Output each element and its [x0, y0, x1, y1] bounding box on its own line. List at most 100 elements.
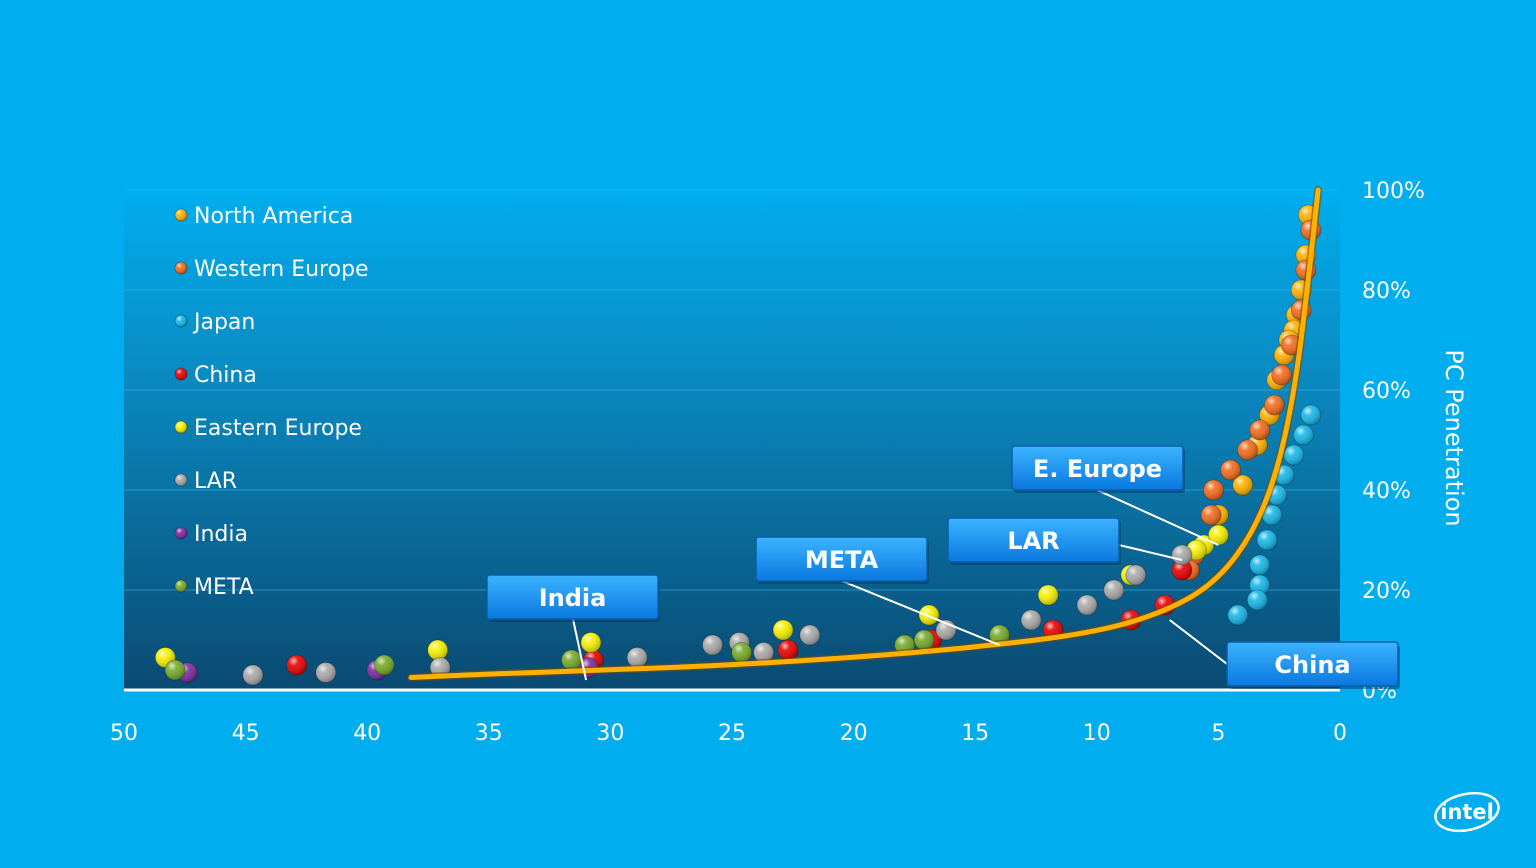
callout-label: META	[805, 546, 879, 574]
legend-label: India	[194, 522, 248, 547]
point-eastern-europe	[1207, 524, 1229, 546]
legend-label: North America	[194, 204, 353, 229]
callout-box	[1011, 445, 1184, 491]
point-japan	[1249, 574, 1271, 596]
point-japan	[1227, 604, 1249, 626]
point-lar	[702, 634, 724, 656]
legend-item-lar: LAR	[174, 469, 237, 494]
point-western-europe	[1200, 504, 1222, 526]
legend-label: China	[194, 363, 257, 388]
point-western-europe	[1263, 394, 1285, 416]
point-eastern-europe	[580, 632, 602, 653]
point-lar	[1125, 564, 1147, 586]
x-tick-label: 50	[110, 721, 138, 746]
legend-label: Eastern Europe	[194, 416, 362, 441]
callout-leader	[841, 580, 1000, 646]
point-china	[286, 654, 308, 676]
legend-item-meta: META	[174, 575, 254, 600]
y-tick-label: 20%	[1362, 579, 1411, 604]
point-western-europe	[1237, 439, 1259, 461]
callout-meta: META	[755, 536, 1000, 646]
point-lar	[1103, 579, 1125, 601]
intel-logo-text: intel	[1440, 800, 1494, 824]
x-tick-label: 45	[232, 721, 260, 746]
legend-label: Western Europe	[194, 257, 369, 282]
legend-label: Japan	[192, 310, 255, 335]
y-tick-label: 100%	[1362, 179, 1425, 204]
callout-leader	[1118, 544, 1183, 561]
intel-logo: intel	[1434, 791, 1500, 833]
point-china	[1171, 559, 1193, 581]
legend: North America Western Europe Japan China Eas…	[174, 204, 369, 600]
legend-label: LAR	[194, 469, 237, 494]
callout-label: LAR	[1007, 527, 1059, 555]
callout-box	[947, 517, 1120, 563]
callout-box	[755, 536, 928, 582]
x-tick-label: 10	[1083, 721, 1111, 746]
point-japan	[1293, 424, 1315, 446]
x-tick-label: 35	[475, 721, 503, 746]
callout-label: India	[539, 584, 607, 612]
point-japan	[1256, 529, 1278, 551]
point-lar	[242, 664, 264, 686]
x-tick-label: 5	[1211, 721, 1225, 746]
legend-item-china: China	[174, 363, 257, 388]
point-eastern-europe	[1037, 584, 1059, 606]
point-eastern-europe	[918, 604, 940, 626]
y-tick-label: 60%	[1362, 379, 1411, 404]
legend-item-india: India	[174, 522, 248, 547]
point-lar	[1020, 609, 1042, 631]
point-meta	[373, 654, 395, 676]
y-tick-label: 40%	[1362, 479, 1411, 504]
point-japan	[1283, 444, 1305, 466]
legend-item-north-america: North America	[174, 204, 353, 229]
callouts: India META LAR E. Europe China	[486, 445, 1400, 689]
x-tick-label: 0	[1333, 721, 1347, 746]
callout-e-europe: E. Europe	[1011, 445, 1219, 546]
x-tick-label: 30	[596, 721, 624, 746]
callout-lar: LAR	[947, 517, 1183, 565]
point-meta	[913, 629, 935, 651]
callout-china: China	[1169, 619, 1400, 689]
point-western-europe	[1249, 419, 1271, 441]
x-tick-label: 40	[353, 721, 381, 746]
callout-leader	[1096, 489, 1219, 546]
x-tick-label: 15	[961, 721, 989, 746]
legend-item-japan: Japan	[174, 310, 255, 335]
callout-label: E. Europe	[1033, 455, 1162, 483]
callout-leader	[1169, 619, 1228, 665]
point-north-america	[1232, 474, 1254, 496]
point-eastern-europe	[772, 619, 794, 641]
point-western-europe	[1220, 459, 1242, 481]
point-western-europe	[1271, 364, 1293, 386]
point-lar	[1076, 594, 1098, 616]
point-meta	[731, 642, 753, 663]
point-eastern-europe	[427, 639, 449, 661]
legend-item-eastern-europe: Eastern Europe	[174, 416, 362, 441]
point-lar	[799, 624, 821, 646]
point-japan	[1249, 554, 1271, 576]
point-japan	[1246, 589, 1268, 611]
point-japan	[1300, 404, 1322, 426]
y-axis-label: PC Penetration	[1440, 349, 1468, 526]
callout-india: India	[486, 574, 660, 681]
callout-box	[1226, 641, 1399, 687]
y-tick-label: 80%	[1362, 279, 1411, 304]
gridlines	[124, 189, 1340, 591]
point-lar	[753, 642, 775, 663]
callout-label: China	[1274, 651, 1350, 679]
x-tick-label: 25	[718, 721, 746, 746]
point-japan	[1261, 504, 1283, 526]
callout-leader	[572, 618, 588, 681]
x-tick-labels: 50 45 40 35 30 25 20 15 10 5 0	[110, 721, 1347, 746]
plot-area	[124, 190, 1340, 690]
point-western-europe	[1203, 479, 1225, 501]
callout-box	[486, 574, 659, 620]
y-tick-labels: 0%20%40%60%80%100%	[1362, 179, 1425, 704]
legend-label: META	[194, 575, 254, 600]
point-lar	[315, 662, 337, 683]
point-lar	[1171, 544, 1193, 566]
point-meta	[164, 659, 186, 681]
